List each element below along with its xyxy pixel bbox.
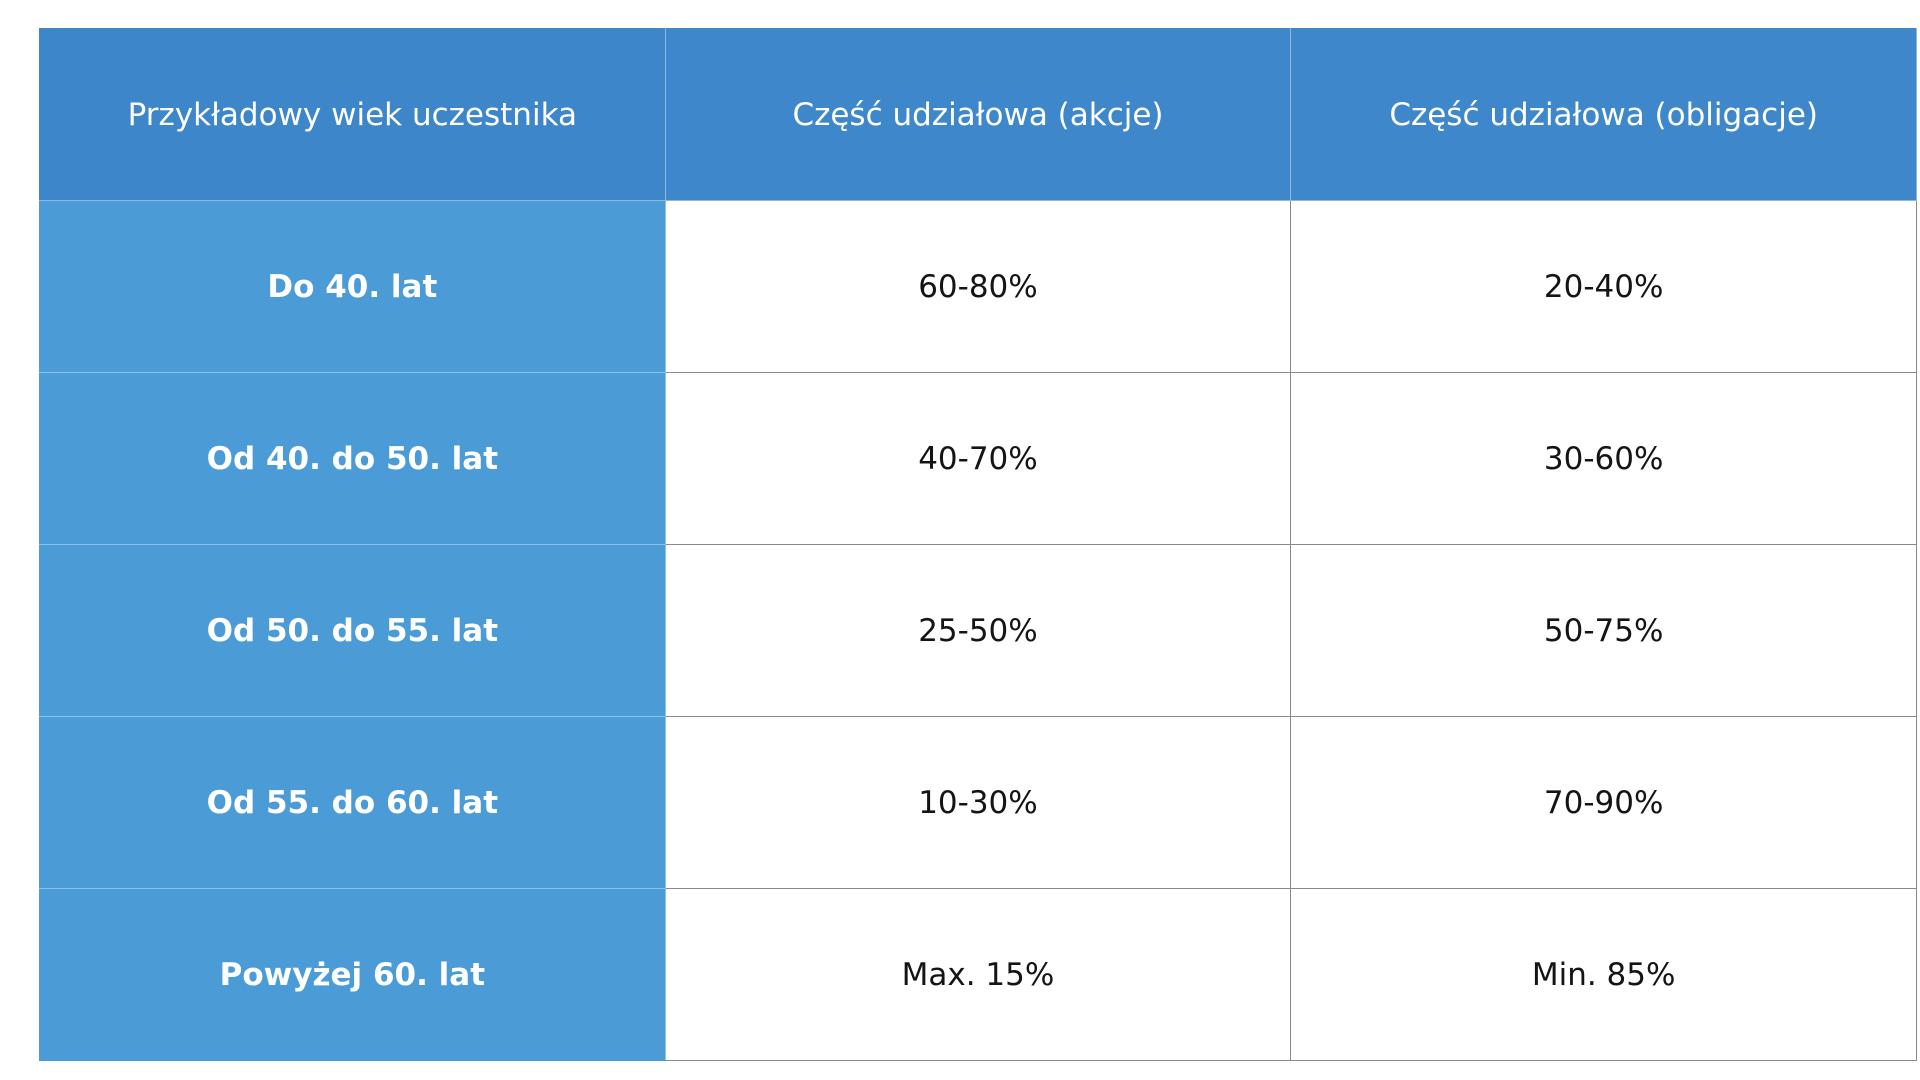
table-body: Do 40. lat 60-80% 20-40% Od 40. do 50. l… — [39, 200, 1917, 1061]
allocation-table-container: Przykładowy wiek uczestnika Część udział… — [39, 28, 1917, 1061]
table-row: Do 40. lat 60-80% 20-40% — [39, 200, 1917, 373]
shares-cell: 25-50% — [664, 544, 1292, 717]
header-age: Przykładowy wiek uczestnika — [39, 28, 666, 201]
bonds-cell: 50-75% — [1290, 544, 1917, 717]
table-row: Powyżej 60. lat Max. 15% Min. 85% — [39, 888, 1917, 1061]
bonds-cell: 20-40% — [1290, 200, 1917, 373]
allocation-table: Przykładowy wiek uczestnika Część udział… — [39, 28, 1917, 1061]
header-bonds: Część udziałowa (obligacje) — [1290, 28, 1917, 201]
table-header: Przykładowy wiek uczestnika Część udział… — [39, 28, 1917, 201]
table-row: Od 50. do 55. lat 25-50% 50-75% — [39, 544, 1917, 717]
table-row: Od 55. do 60. lat 10-30% 70-90% — [39, 716, 1917, 889]
header-shares: Część udziałowa (akcje) — [664, 28, 1292, 201]
shares-cell: 40-70% — [664, 372, 1292, 545]
age-cell: Powyżej 60. lat — [39, 888, 666, 1061]
age-cell: Do 40. lat — [39, 200, 666, 373]
shares-cell: Max. 15% — [664, 888, 1292, 1061]
header-row: Przykładowy wiek uczestnika Część udział… — [39, 28, 1917, 201]
age-cell: Od 40. do 50. lat — [39, 372, 666, 545]
bonds-cell: 30-60% — [1290, 372, 1917, 545]
bonds-cell: Min. 85% — [1290, 888, 1917, 1061]
age-cell: Od 50. do 55. lat — [39, 544, 666, 717]
shares-cell: 10-30% — [664, 716, 1292, 889]
shares-cell: 60-80% — [664, 200, 1292, 373]
age-cell: Od 55. do 60. lat — [39, 716, 666, 889]
bonds-cell: 70-90% — [1290, 716, 1917, 889]
table-row: Od 40. do 50. lat 40-70% 30-60% — [39, 372, 1917, 545]
